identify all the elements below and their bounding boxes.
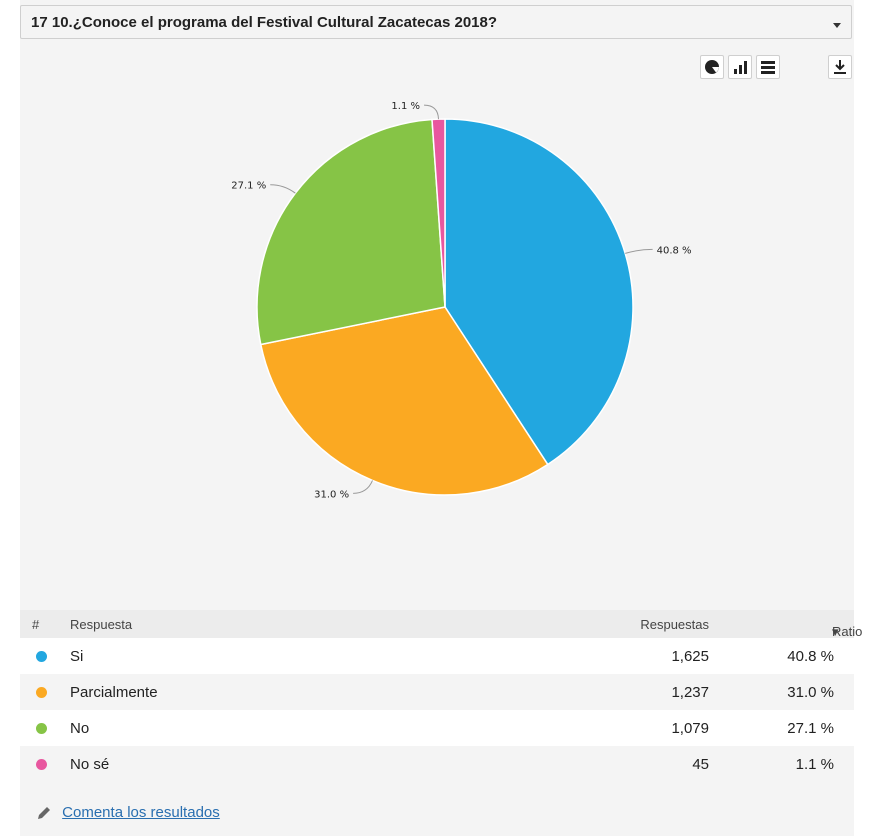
row-count: 1,625 <box>671 648 709 665</box>
slice-label: 40.8 % <box>657 245 692 256</box>
row-label: Si <box>70 648 84 665</box>
slice-label: 31.0 % <box>314 489 349 500</box>
legend-dot <box>36 687 47 698</box>
download-icon <box>834 60 846 74</box>
pie-chart: 40.8 % 31.0 % 27.1 % 1.1 % <box>20 80 854 610</box>
chevron-down-icon[interactable] <box>833 23 841 28</box>
row-label: No sé <box>70 756 110 773</box>
label-connector <box>353 480 373 494</box>
row-ratio: 31.0 % <box>787 684 834 701</box>
table-row: No sé 45 1.1 % <box>20 746 854 782</box>
table-header: # Respuesta Respuestas Ratio ▾ <box>20 610 862 639</box>
label-connector <box>424 104 440 120</box>
table-row: Parcialmente 1,237 31.0 % <box>20 674 854 710</box>
pie-slice[interactable] <box>259 306 549 496</box>
header-answer: Respuesta <box>70 617 133 632</box>
label-connector <box>625 248 653 254</box>
question-header[interactable]: 17 10.¿Conoce el programa del Festival C… <box>20 5 852 39</box>
slice-label: 27.1 % <box>231 181 266 192</box>
comment-section: Comenta los resultados <box>36 804 220 821</box>
download-button[interactable] <box>828 55 852 79</box>
header-index: # <box>32 617 40 632</box>
question-title: 17 10.¿Conoce el programa del Festival C… <box>31 14 498 31</box>
bar-chart-button[interactable] <box>728 55 752 79</box>
row-ratio: 40.8 % <box>787 648 834 665</box>
pie-chart-icon <box>705 60 719 74</box>
legend-dot <box>36 759 47 770</box>
row-count: 1,237 <box>671 684 709 701</box>
row-ratio: 1.1 % <box>795 756 834 773</box>
sort-down-icon: ▾ <box>832 624 839 639</box>
legend-dot <box>36 651 47 662</box>
label-connector <box>270 184 296 194</box>
pie-chart-svg: 40.8 % 31.0 % 27.1 % 1.1 % <box>231 101 692 500</box>
question-card: 17 10.¿Conoce el programa del Festival C… <box>20 0 862 836</box>
row-label: Parcialmente <box>70 684 158 701</box>
table-button[interactable] <box>756 55 780 79</box>
comment-results-link[interactable]: Comenta los resultados <box>62 804 220 821</box>
pie-slice[interactable] <box>256 118 446 346</box>
row-count: 1,079 <box>671 720 709 737</box>
pencil-icon <box>38 807 50 820</box>
row-ratio: 27.1 % <box>787 720 834 737</box>
slice-label: 1.1 % <box>391 101 420 112</box>
header-responses[interactable]: Respuestas <box>640 617 709 632</box>
legend-dot <box>36 723 47 734</box>
table-icon <box>761 61 775 74</box>
table-row: No 1,079 27.1 % <box>20 710 854 746</box>
pie-chart-button[interactable] <box>700 55 724 79</box>
header-ratio-label: Ratio <box>832 624 863 639</box>
bar-chart-icon <box>734 61 747 74</box>
row-count: 45 <box>692 756 709 773</box>
table-row: Si 1,625 40.8 % <box>20 638 854 674</box>
row-label: No <box>70 720 90 737</box>
